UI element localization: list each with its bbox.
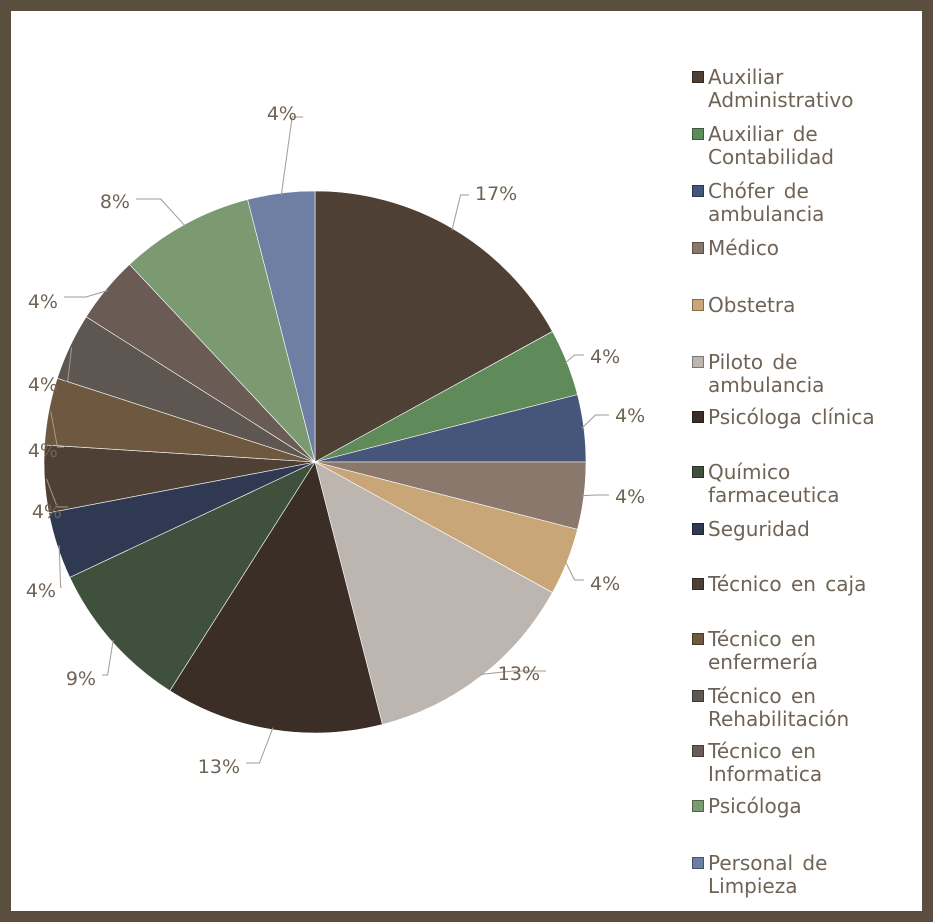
legend-swatch [692, 466, 704, 478]
legend-swatch [692, 71, 704, 83]
legend-swatch [692, 356, 704, 368]
leader-line [581, 494, 609, 497]
legend-item: Psicóloga clínica [692, 406, 922, 429]
legend-item: Técnico en Informatica [692, 740, 922, 786]
data-label: 4% [590, 346, 620, 368]
legend-item: Químico farmaceutica [692, 461, 922, 507]
leader-line [136, 198, 186, 227]
legend-label: Seguridad [708, 517, 810, 541]
leader-line [64, 290, 108, 298]
legend-swatch [692, 128, 704, 140]
data-label: 17% [475, 183, 517, 205]
pie-slices [43, 190, 587, 734]
legend-swatch [692, 523, 704, 535]
leader-line [46, 478, 68, 508]
leader-line [581, 414, 609, 429]
legend-swatch [692, 633, 704, 645]
legend-label: Auxiliar Administrativo [708, 65, 854, 112]
data-label: 9% [66, 668, 96, 690]
legend-label: Psicóloga clínica [708, 405, 875, 429]
leader-line [64, 347, 73, 382]
legend-label: Técnico en Informatica [708, 739, 823, 786]
legend-item: Médico [692, 237, 922, 260]
legend-swatch [692, 411, 704, 423]
legend-swatch [692, 242, 704, 254]
legend-item: Personal de Limpieza [692, 852, 922, 898]
legend-item: Técnico en enfermería [692, 628, 922, 674]
data-label: 13% [198, 756, 240, 778]
legend-label: Auxiliar de Contabilidad [708, 122, 834, 169]
legend-label: Psicóloga [708, 794, 802, 818]
legend-item: Auxiliar Administrativo [692, 66, 922, 112]
legend-swatch [692, 857, 704, 869]
legend-swatch [692, 299, 704, 311]
legend-item: Seguridad [692, 518, 922, 541]
data-label: 13% [498, 663, 540, 685]
data-label: 4% [28, 374, 58, 396]
legend-label: Médico [708, 236, 780, 260]
leader-line [280, 116, 303, 196]
leader-line [451, 194, 469, 231]
legend-label: Chófer de ambulancia [708, 179, 825, 226]
legend-item: Técnico en Rehabilitación [692, 685, 922, 731]
legend-label: Personal de Limpieza [708, 851, 828, 898]
legend-label: Técnico en Rehabilitación [708, 684, 850, 731]
data-label: 4% [267, 103, 297, 125]
legend-swatch [692, 745, 704, 757]
legend-label: Piloto de ambulancia [708, 350, 825, 397]
leader-line [246, 727, 274, 764]
data-label: 4% [590, 573, 620, 595]
leader-line [564, 560, 584, 581]
legend-label: Técnico en enfermería [708, 627, 819, 674]
legend-item: Técnico en caja [692, 573, 922, 596]
data-label: 8% [100, 191, 130, 213]
legend-label: Químico farmaceutica [708, 460, 840, 507]
legend-swatch [692, 690, 704, 702]
legend-swatch [692, 578, 704, 590]
pie-slice [69, 461, 316, 692]
legend-item: Auxiliar de Contabilidad [692, 123, 922, 169]
pie-slice [314, 461, 553, 725]
legend-item: Obstetra [692, 294, 922, 317]
legend-item: Piloto de ambulancia [692, 351, 922, 397]
leader-line [58, 545, 62, 588]
legend-item: Chófer de ambulancia [692, 180, 922, 226]
pie-slice [314, 190, 553, 463]
leader-line [102, 639, 114, 676]
leader-lines [46, 116, 609, 764]
legend-label: Obstetra [708, 293, 796, 317]
legend-swatch [692, 185, 704, 197]
data-label: 4% [28, 440, 58, 462]
legend-label: Técnico en caja [708, 572, 867, 596]
legend-item: Psicóloga [692, 795, 922, 818]
data-label: 4% [615, 486, 645, 508]
leader-line [479, 670, 546, 676]
data-label: 4% [28, 291, 58, 313]
data-labels: 17% 4% 4% 4% 4% 13% 13% 9% 4% 4% 4% 4% 4% 8% 4% [26, 103, 645, 778]
legend-swatch [692, 800, 704, 812]
leader-line [564, 354, 584, 364]
leader-line [50, 411, 64, 448]
data-label: 4% [615, 405, 645, 427]
data-label: 4% [26, 580, 56, 602]
data-label: 4% [32, 501, 62, 523]
